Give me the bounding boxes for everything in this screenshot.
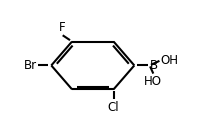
Text: Br: Br xyxy=(24,59,37,72)
Text: HO: HO xyxy=(144,75,162,88)
Text: Cl: Cl xyxy=(108,100,119,114)
Text: OH: OH xyxy=(160,54,178,67)
Text: B: B xyxy=(150,59,158,72)
Text: F: F xyxy=(59,21,65,34)
